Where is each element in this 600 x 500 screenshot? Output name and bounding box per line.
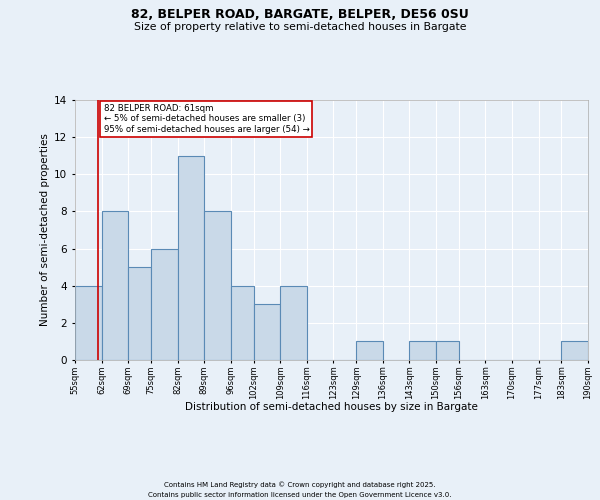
Bar [562,342,588,360]
Bar [356,342,383,360]
Bar [178,156,204,360]
Bar [101,212,128,360]
Text: Contains public sector information licensed under the Open Government Licence v3: Contains public sector information licen… [148,492,452,498]
Bar [204,212,231,360]
X-axis label: Distribution of semi-detached houses by size in Bargate: Distribution of semi-detached houses by … [185,402,478,412]
Bar [151,248,178,360]
Bar [128,267,151,360]
Bar [280,286,307,360]
Bar [436,342,459,360]
Bar [254,304,280,360]
Y-axis label: Number of semi-detached properties: Number of semi-detached properties [40,134,50,326]
Text: Contains HM Land Registry data © Crown copyright and database right 2025.: Contains HM Land Registry data © Crown c… [164,481,436,488]
Bar [75,286,101,360]
Bar [231,286,254,360]
Text: Size of property relative to semi-detached houses in Bargate: Size of property relative to semi-detach… [134,22,466,32]
Text: 82 BELPER ROAD: 61sqm
← 5% of semi-detached houses are smaller (3)
95% of semi-d: 82 BELPER ROAD: 61sqm ← 5% of semi-detac… [104,104,310,134]
Bar [409,342,436,360]
Text: 82, BELPER ROAD, BARGATE, BELPER, DE56 0SU: 82, BELPER ROAD, BARGATE, BELPER, DE56 0… [131,8,469,20]
